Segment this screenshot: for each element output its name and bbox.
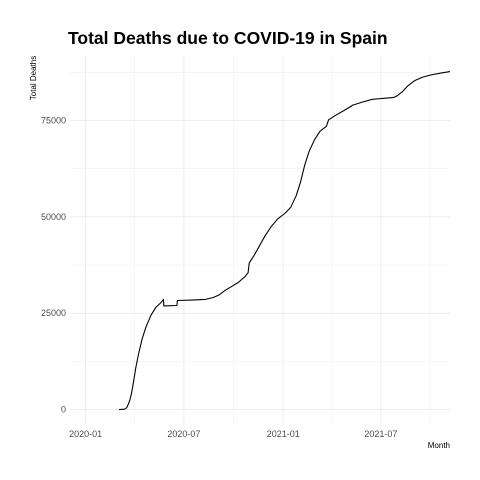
y-tick-label: 25000: [41, 308, 66, 318]
series-line-total-deaths: [119, 71, 451, 411]
y-tick-label: 0: [61, 405, 66, 415]
x-tick-label: 2020-01: [69, 429, 102, 439]
grid-lines: [70, 55, 450, 425]
y-axis-title: Total Deaths: [29, 56, 38, 100]
y-tick-label: 75000: [41, 116, 66, 126]
tick-labels: 2020-01 2020-07 2021-01 2021-07 0 25000 50000 7…: [41, 116, 397, 439]
chart-title: Total Deaths due to COVID-19 in Spain: [68, 28, 388, 48]
x-axis-title: Month: [428, 441, 450, 450]
series-layer: [119, 71, 451, 411]
y-tick-label: 50000: [41, 212, 66, 222]
x-tick-label: 2021-07: [364, 429, 397, 439]
x-tick-label: 2021-01: [267, 429, 300, 439]
x-tick-label: 2020-07: [167, 429, 200, 439]
